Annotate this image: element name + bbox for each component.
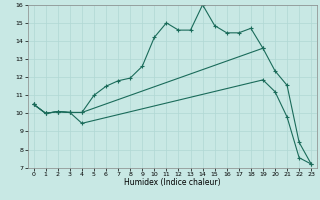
X-axis label: Humidex (Indice chaleur): Humidex (Indice chaleur) <box>124 178 221 187</box>
